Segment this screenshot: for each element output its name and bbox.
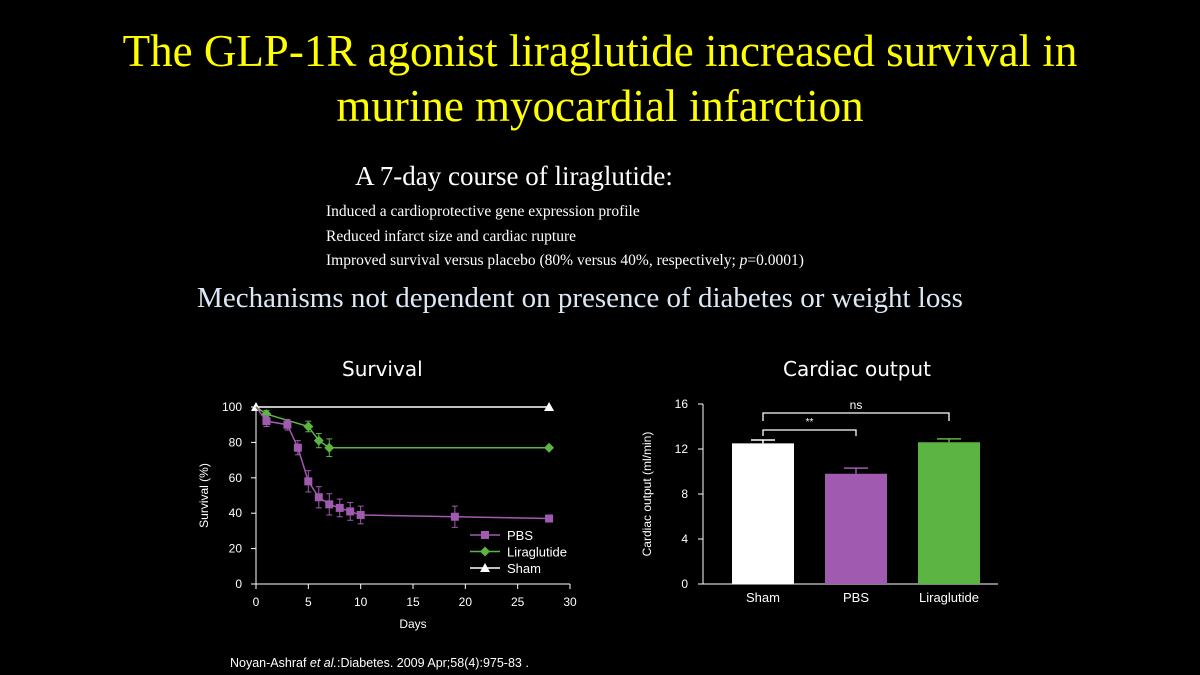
legend-sham-label: Sham bbox=[507, 561, 541, 576]
x-tick-label: PBS bbox=[843, 590, 869, 605]
citation-source: :Diabetes. 2009 Apr;58(4):975-83 . bbox=[337, 656, 529, 670]
p-value: =0.0001) bbox=[747, 252, 804, 269]
y-tick-label: 80 bbox=[229, 435, 243, 449]
pbs-point bbox=[293, 443, 302, 452]
pbs-point bbox=[304, 477, 313, 486]
x-tick-label: 5 bbox=[305, 595, 312, 609]
y-tick-label: 16 bbox=[675, 397, 689, 411]
significance-label: ** bbox=[806, 417, 814, 428]
subheading: A 7-day course of liraglutide: bbox=[355, 161, 673, 191]
bar-sham bbox=[732, 443, 794, 584]
liraglutide-point bbox=[324, 442, 335, 453]
pbs-point bbox=[262, 417, 271, 426]
x-tick-label: Liraglutide bbox=[919, 590, 979, 605]
legend-pbs-marker bbox=[481, 531, 489, 539]
bar-pbs bbox=[825, 473, 887, 584]
y-tick-label: 20 bbox=[229, 542, 243, 556]
pbs-point bbox=[325, 500, 334, 509]
y-tick-label: 0 bbox=[681, 577, 688, 591]
x-tick-label: 20 bbox=[459, 595, 473, 609]
y-tick-label: 0 bbox=[235, 577, 242, 591]
cardiac-output-chart-title: Cardiac output bbox=[783, 357, 931, 381]
bullet-text: Improved survival versus placebo (80% ve… bbox=[326, 252, 740, 269]
slide-title-line-2: murine myocardial infarction bbox=[336, 81, 864, 131]
x-axis-label: Days bbox=[399, 617, 426, 631]
legend-pbs-label: PBS bbox=[507, 528, 533, 543]
x-tick-label: 0 bbox=[253, 595, 260, 609]
x-tick-label: 25 bbox=[511, 595, 525, 609]
x-tick-label: 10 bbox=[354, 595, 368, 609]
bullet-list: Induced a cardioprotective gene expressi… bbox=[326, 200, 804, 274]
slide-title: The GLP-1R agonist liraglutide increased… bbox=[0, 24, 1200, 134]
pbs-point bbox=[545, 514, 554, 523]
x-tick-label: 30 bbox=[563, 595, 577, 609]
y-axis-label: Cardiac output (ml/min) bbox=[640, 432, 654, 557]
series-liraglutide bbox=[255, 406, 555, 458]
liraglutide-point bbox=[313, 435, 324, 446]
y-tick-label: 4 bbox=[681, 532, 688, 546]
significance-bracket: ns bbox=[762, 398, 950, 421]
y-tick-label: 40 bbox=[229, 506, 243, 520]
pbs-point bbox=[346, 507, 355, 516]
mechanism-statement: Mechanisms not dependent on presence of … bbox=[197, 282, 963, 314]
y-axis-label: Survival (%) bbox=[197, 463, 211, 528]
significance-label: ns bbox=[850, 398, 863, 412]
bullet-item: Induced a cardioprotective gene expressi… bbox=[326, 203, 640, 220]
pbs-point bbox=[283, 420, 292, 429]
y-tick-label: 100 bbox=[222, 400, 242, 414]
sham-point bbox=[544, 402, 555, 411]
x-tick-label: 15 bbox=[406, 595, 420, 609]
pbs-point bbox=[335, 503, 344, 512]
bullet-item: Reduced infarct size and cardiac rupture bbox=[326, 227, 577, 245]
liraglutide-point bbox=[544, 442, 555, 453]
x-tick-label: Sham bbox=[746, 590, 780, 605]
legend-liraglutide-label: Liraglutide bbox=[507, 545, 567, 560]
bar-liraglutide bbox=[918, 442, 980, 584]
y-tick-label: 60 bbox=[229, 471, 243, 485]
y-tick-label: 12 bbox=[675, 442, 689, 456]
y-tick-label: 8 bbox=[681, 487, 688, 501]
bullet-item: Improved survival versus placebo (80% ve… bbox=[326, 249, 804, 274]
citation-etal: et al. bbox=[309, 656, 338, 670]
legend-liraglutide-marker bbox=[480, 546, 490, 557]
pbs-point bbox=[314, 493, 323, 502]
citation-author: Noyan-Ashraf bbox=[230, 656, 310, 670]
survival-chart-title: Survival bbox=[342, 357, 423, 381]
slide-title-line-1: The GLP-1R agonist liraglutide increased… bbox=[122, 26, 1078, 76]
bracket-line bbox=[762, 429, 857, 436]
legend-sham-marker bbox=[480, 563, 490, 572]
significance-bracket: ** bbox=[762, 417, 857, 436]
pbs-point bbox=[450, 512, 459, 521]
pbs-point bbox=[356, 510, 365, 519]
liraglutide-point bbox=[303, 421, 314, 432]
p-symbol: p bbox=[739, 252, 748, 269]
citation: Noyan-Ashraf et al.:Diabetes. 2009 Apr;5… bbox=[230, 656, 529, 670]
bracket-line bbox=[762, 412, 950, 421]
series-pbs bbox=[255, 406, 554, 528]
